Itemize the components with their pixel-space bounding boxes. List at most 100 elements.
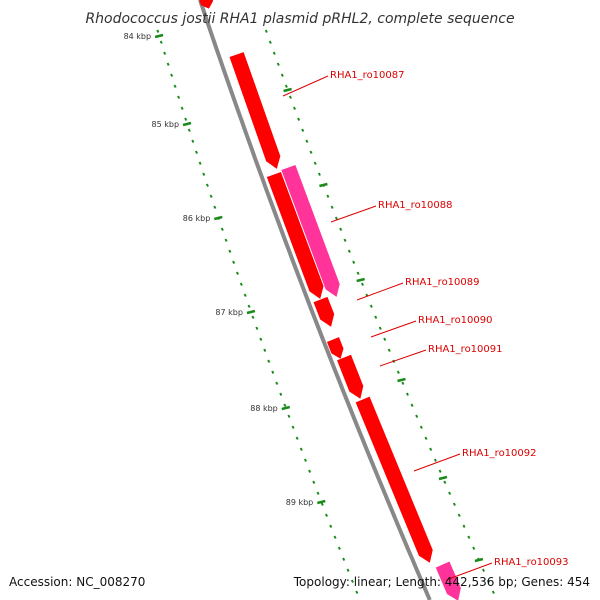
inner-dot [312,480,316,484]
inner-tick-0 [154,33,164,39]
inner-dot [224,238,228,242]
label-line-RHA1_ro10088 [330,205,377,223]
gene-label: RHA1_ro10091 [428,344,503,355]
outer-dot [313,161,317,165]
summary-text: Topology: linear; Length: 442,536 bp; Ge… [293,575,590,589]
outer-dot [438,469,442,473]
inner-dot [325,513,329,517]
outer-dot [330,205,334,209]
outer-dot [467,535,471,539]
outer-dot [264,29,268,33]
inner-dot [209,194,213,198]
inner-dot [232,260,236,264]
inner-tick-2 [213,215,223,221]
inner-tick-3 [246,309,256,315]
gene-shape-ro10090 [313,296,335,327]
gene-label: RHA1_ro10088 [378,200,453,211]
outer-dot [481,568,485,572]
inner-dot [346,568,350,572]
inner-dot [170,73,174,77]
outer-dot [415,414,419,418]
scale-label: 89 kbp [286,498,314,507]
outer-dot [457,513,461,517]
outer-dot [272,51,276,55]
outer-dot [433,458,437,462]
gene-label: RHA1_ro10087 [330,70,405,81]
inner-dot [166,62,170,66]
gene-shape-ro10088 [281,164,340,297]
outer-dot [317,172,321,176]
gene-shape-ro10092 [355,396,433,563]
inner-dot [187,128,191,132]
inner-dot [308,469,312,473]
outer-dot [352,260,356,264]
scale-label: 88 kbp [250,404,278,413]
inner-dot [202,172,206,176]
scale-label: 85 kbp [152,120,180,129]
gene-labels: RHA1_ro10087 RHA1_ro10088 RHA1_ro10089 RHA1… [282,70,569,581]
inner-dot [355,590,359,594]
inner-dot [251,315,255,319]
inner-dot [191,139,195,143]
outer-tick-1 [319,182,328,188]
label-line-RHA1_ro10087 [282,75,329,97]
inner-dot [247,304,251,308]
inner-dot [291,425,295,429]
outer-dot [297,117,301,121]
inner-dot [329,524,333,528]
gene-shape-ro10091b [337,354,364,399]
inner-dot [180,106,184,110]
inner-dot [295,436,299,440]
outer-dot [472,546,476,550]
outer-dot [387,348,391,352]
inner-dot [320,502,324,506]
inner-dot [263,348,267,352]
scale-label: 84 kbp [124,32,152,41]
inner-dot [184,117,188,121]
outer-dot [486,579,490,583]
scale-labels: 84 kbp 85 kbp 86 kbp 87 kbp 88 kbp 89 kbp [124,32,314,507]
dot-tracks [154,29,495,594]
outer-dot [309,150,313,154]
inner-dot [205,183,209,187]
gene-label: RHA1_ro10093 [494,557,569,568]
inner-dot [299,447,303,451]
inner-dot [275,381,279,385]
outer-dot [292,106,297,110]
inner-dot [316,491,320,495]
inner-dot [342,557,346,561]
label-line-RHA1_ro10093 [445,562,493,581]
outer-dot [339,227,343,231]
inner-dot [279,392,283,396]
label-line-RHA1_ro10089 [356,282,404,301]
scale-label: 87 kbp [215,308,243,317]
outer-dot [369,304,373,308]
inner-dot [283,403,287,407]
outer-dot [305,139,309,143]
inner-dot [220,227,224,231]
inner-dot [213,205,217,209]
inner-dot [198,161,202,165]
outer-tick-4 [438,475,448,481]
outer-dot [276,62,280,66]
outer-tick-3 [397,377,406,383]
inner-dot [333,535,337,539]
gene-label: RHA1_ro10089 [405,277,480,288]
inner-dot [259,337,263,341]
label-line-RHA1_ro10091 [379,349,427,367]
inner-dot [228,249,232,253]
inner-dot [163,51,167,55]
outer-dot [288,95,292,99]
outer-dot [374,315,378,319]
outer-dot [360,282,364,286]
inner-dot [173,84,177,88]
inner-dot [235,271,239,275]
inner-dot [350,579,354,583]
gene-label: RHA1_ro10090 [418,315,493,326]
outer-dot [301,128,305,132]
outer-dot [491,590,495,594]
accession-text: Accession: NC_008270 [9,575,145,589]
outer-tick-2 [356,277,365,283]
outer-dot [401,381,405,385]
outer-dot [405,392,409,396]
